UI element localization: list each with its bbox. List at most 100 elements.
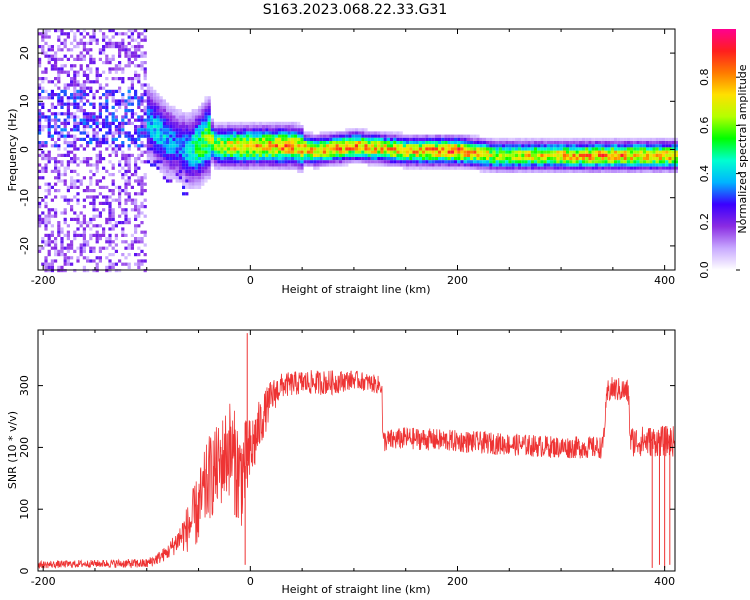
spectrogram-cell	[124, 131, 128, 135]
spectrogram-cell	[47, 96, 51, 100]
spectrogram-cell	[310, 160, 314, 164]
spectrogram-cell	[98, 211, 102, 215]
spectrogram-cell	[185, 147, 189, 151]
spectrogram-cell	[207, 102, 211, 106]
spectrogram-cell	[636, 141, 640, 145]
spectrogram-cell	[108, 259, 112, 263]
spectrogram-cell	[38, 131, 42, 135]
spectrogram-cell	[140, 185, 144, 189]
spectrogram-cell	[44, 214, 48, 218]
spectrogram-cell	[294, 134, 298, 138]
spectrogram-cell	[300, 144, 304, 148]
spectrogram-cell	[470, 141, 474, 145]
spectrogram-cell	[50, 102, 54, 106]
spectrogram-cell	[223, 141, 227, 145]
spectrogram-cell	[76, 45, 80, 49]
spectrogram-cell	[207, 96, 211, 100]
spectrogram-cell	[428, 141, 432, 145]
spectrogram-cell	[345, 137, 349, 141]
spectrogram-cell	[63, 54, 67, 58]
spectrogram-cell	[671, 153, 675, 157]
spectrogram-cell	[182, 147, 186, 151]
spectrogram-cell	[140, 128, 144, 132]
spectrogram-cell	[338, 131, 342, 135]
spectrogram-cell	[294, 153, 298, 157]
spectrogram-cell	[150, 157, 154, 161]
spectrogram-cell	[175, 176, 179, 180]
spectrogram-cell	[210, 163, 214, 167]
spectrogram-cell	[150, 93, 154, 97]
spectrogram-cell	[374, 147, 378, 151]
spectrogram-cell	[367, 163, 371, 167]
spectrogram-cell	[82, 70, 86, 74]
spectrogram-cell	[674, 150, 678, 154]
spectrogram-cell	[594, 157, 598, 161]
spectrogram-cell	[140, 51, 144, 55]
spectrogram-cell	[153, 141, 157, 145]
spectrogram-cell	[310, 131, 314, 135]
spectrogram-cell	[383, 153, 387, 157]
spectrogram-cell	[502, 144, 506, 148]
spectrogram-cell	[252, 128, 256, 132]
spectrogram-cell	[102, 195, 106, 199]
spectrogram-cell	[198, 112, 202, 116]
spectrogram-cell	[367, 150, 371, 154]
spectrogram-cell	[486, 147, 490, 151]
spectrogram-cell	[47, 233, 51, 237]
spectrogram-cell	[79, 249, 83, 253]
spectrogram-cell	[226, 125, 230, 129]
spectrogram-cell	[591, 144, 595, 148]
spectrogram-cell	[223, 163, 227, 167]
spectrogram-cell	[562, 144, 566, 148]
spectrogram-cell	[41, 89, 45, 93]
spectrogram-cell	[66, 144, 70, 148]
spectrogram-cell	[127, 99, 131, 103]
spectrogram-cell	[514, 163, 518, 167]
spectrogram-cell	[479, 141, 483, 145]
spectrogram-cell	[428, 147, 432, 151]
spectrogram-cell	[159, 128, 163, 132]
spectrogram-cell	[57, 189, 61, 193]
spectrogram-cell	[601, 147, 605, 151]
spectrogram-cell	[130, 51, 134, 55]
spectrogram-cell	[146, 128, 150, 132]
spectrogram-cell	[76, 102, 80, 106]
spectrogram-cell	[86, 269, 90, 273]
spectrogram-cell	[543, 144, 547, 148]
spectrogram-cell	[66, 150, 70, 154]
x-tick-label: -200	[31, 274, 56, 287]
spectrogram-cell	[470, 150, 474, 154]
spectrogram-cell	[89, 182, 93, 186]
spectrogram-cell	[178, 115, 182, 119]
spectrogram-cell	[236, 131, 240, 135]
spectrogram-cell	[486, 160, 490, 164]
spectrogram-cell	[354, 153, 358, 157]
spectrogram-cell	[367, 134, 371, 138]
spectrogram-cell	[54, 166, 58, 170]
spectrogram-cell	[342, 144, 346, 148]
spectrogram-cell	[121, 230, 125, 234]
spectrogram-cell	[98, 179, 102, 183]
spectrogram-cell	[50, 265, 54, 269]
spectrogram-cell	[310, 163, 314, 167]
spectrogram-cell	[44, 115, 48, 119]
spectrogram-cell	[50, 48, 54, 52]
spectrogram-cell	[82, 240, 86, 244]
spectrogram-cell	[102, 208, 106, 212]
spectrogram-cell	[406, 153, 410, 157]
spectrogram-cell	[82, 246, 86, 250]
spectrogram-cell	[486, 153, 490, 157]
spectrogram-cell	[364, 131, 368, 135]
spectrogram-cell	[530, 137, 534, 141]
spectrogram-cell	[156, 96, 160, 100]
spectrogram-cell	[274, 137, 278, 141]
spectrogram-cell	[450, 157, 454, 161]
spectrogram-cell	[252, 137, 256, 141]
spectrogram-cell	[98, 57, 102, 61]
spectrogram-cell	[127, 86, 131, 90]
spectrogram-cell	[242, 150, 246, 154]
spectrogram-cell	[169, 173, 173, 177]
spectrogram-cell	[226, 137, 230, 141]
spectrogram-cell	[294, 166, 298, 170]
spectrogram-cell	[310, 134, 314, 138]
